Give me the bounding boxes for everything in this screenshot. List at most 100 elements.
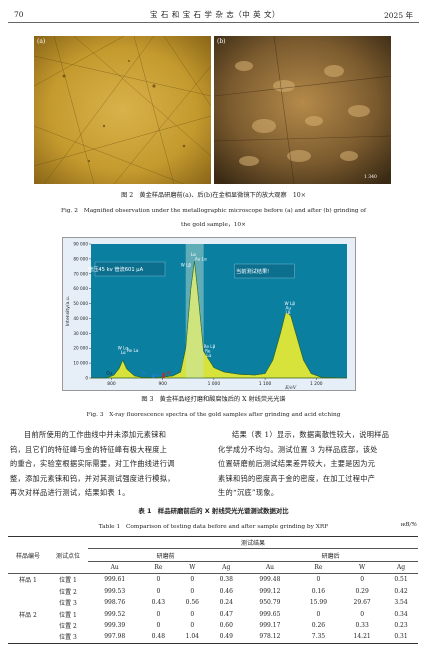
- cell-value: 1.04: [185, 633, 199, 641]
- cell-sample: [8, 631, 48, 643]
- scale-bar-label: 1 340: [364, 175, 377, 180]
- cell-point: 位置 1: [59, 577, 77, 585]
- y-tick-label: 10 000: [73, 361, 88, 366]
- y-tick-label: 40 000: [73, 316, 88, 321]
- header-year: 2025 年: [384, 11, 413, 20]
- cell-value: 0.60: [219, 621, 233, 629]
- peak-label: W Lα: [118, 346, 129, 351]
- header-element: Re: [296, 560, 341, 574]
- cell-value: 0.29: [355, 587, 369, 595]
- cell-value: 950.79: [259, 599, 281, 607]
- x-tick-label: 1 200: [310, 381, 323, 387]
- element-label: Pt: [167, 370, 172, 375]
- x-tick-label: 1 100: [259, 381, 272, 387]
- cell-value: 0.51: [394, 576, 408, 584]
- cell-value: 0: [190, 587, 195, 595]
- figure2-caption-cn: 图 2 黄金样品研磨前(a)、后(b)在金相显微镜下的放大观察 10×: [121, 192, 306, 199]
- cell-point: 位置 3: [59, 634, 77, 642]
- y-tick-label: 20 000: [73, 346, 88, 351]
- cell-value: 7.35: [311, 633, 326, 641]
- xrf-chart-panel: 0 10 000 20 000 30 000 40 000 50 000 60 000 70 …: [62, 237, 356, 391]
- xrf-result-text: 当前测试结果!: [236, 269, 270, 275]
- table-row: 样品 2 位置 1 999.52 0 0 0.47 999.65 0 0 0.34: [8, 608, 418, 619]
- table-title-cn: 表 1 样品研磨前后的 X 射线荧光光谱测试数据对比: [138, 507, 289, 515]
- right-paragraph: 结果（表 1）显示，数据离散性较大，说明样品 化学成分不均匀。测试位置 3 为样…: [218, 428, 418, 501]
- y-tick-label: 60 000: [73, 286, 88, 291]
- cell-point: 位置 1: [59, 611, 77, 619]
- cell-sample: [8, 586, 48, 597]
- cell-value: 0.42: [394, 587, 408, 595]
- cell-value: 0: [156, 576, 161, 584]
- table-row: 位置 2 999.53 0 0 0.46 999.12 0.16 0.29 0.42: [8, 586, 418, 597]
- figure3-caption-cn: 图 3 黄金样品经打磨和酸腐蚀后的 X 射线荧光光谱: [141, 396, 286, 403]
- peak-label: Lα: [206, 353, 211, 358]
- header-element: W: [340, 560, 384, 574]
- journal-title: 宝 石 和 宝 石 学 杂 志（中 英 文）: [150, 10, 280, 19]
- cell-value: 0.31: [394, 633, 408, 641]
- y-tick-label: 50 000: [73, 301, 88, 306]
- cell-value: 0: [316, 576, 321, 584]
- cell-value: 14.21: [353, 633, 371, 641]
- cell-value: 997.98: [104, 633, 126, 641]
- table-row: 样品 1 位置 1 999.61 0 0 0.38 999.48 0 0 0.51: [8, 574, 418, 586]
- cell-value: 978.12: [259, 633, 281, 641]
- paragraph-line: 结果（表 1）显示，数据离散性较大，说明样品: [232, 430, 390, 439]
- xrf-settings-text: 管压45 kv 管流601 μA: [88, 267, 144, 273]
- x-tick-label: 1 000: [208, 381, 221, 387]
- cell-value: 0.23: [394, 621, 408, 629]
- peak-label: Au Lα: [195, 256, 207, 261]
- header-before: 研磨前: [88, 548, 244, 562]
- label-a: (a): [37, 38, 46, 45]
- header-element: Au: [243, 560, 297, 574]
- cell-point: 位置 2: [59, 622, 77, 630]
- y-tick-label: 0: [85, 376, 88, 381]
- cell-value: 0.24: [219, 599, 233, 607]
- settings-box: [94, 261, 166, 277]
- header-rule: [8, 22, 419, 23]
- header-after: 研磨后: [243, 548, 418, 562]
- y-tick-label: 90 000: [73, 242, 88, 247]
- table-row: 位置 3 997.98 0.48 1.04 0.49 978.12 7.35 14.21 0…: [8, 631, 418, 644]
- x-axis-label: E/eV: [284, 385, 297, 390]
- cell-value: 15.99: [309, 599, 328, 607]
- cell-value: 0: [316, 610, 321, 618]
- cell-value: 0: [190, 576, 195, 584]
- cell-value: 3.54: [394, 599, 408, 607]
- cell-value: 0: [156, 621, 161, 629]
- figure3-caption-en: Fig. 3 X-ray fluorescence spectra of the…: [86, 412, 341, 418]
- cell-value: 998.76: [104, 599, 126, 607]
- peak-label: Lα: [191, 252, 196, 257]
- cell-value: 0.16: [311, 587, 326, 595]
- cell-value: 0: [190, 610, 195, 618]
- header-element: Ag: [209, 560, 244, 574]
- cell-value: 999.17: [259, 621, 281, 629]
- cell-value: 0: [360, 610, 365, 618]
- cell-point: 位置 3: [59, 600, 77, 608]
- y-tick-label: 30 000: [73, 331, 88, 336]
- xrf-chart: 0 10 000 20 000 30 000 40 000 50 000 60 000 70 …: [65, 242, 348, 390]
- cell-value: 0: [190, 621, 195, 629]
- cell-sample: [8, 597, 48, 608]
- element-label: Cu: [106, 370, 112, 375]
- peak-label: Re Lβ: [204, 344, 216, 349]
- cell-value: 0.56: [185, 599, 199, 607]
- cell-value: 0.47: [219, 610, 233, 618]
- figure2-caption-en-1: Fig. 2 Magnified observation under the m…: [61, 208, 366, 214]
- header-point: 测试点位: [55, 552, 80, 560]
- y-tick-label: 70 000: [73, 271, 88, 276]
- table-unit: wB/%: [400, 522, 417, 528]
- cell-value: 999.48: [259, 576, 281, 584]
- y-tick-label: 80 000: [73, 256, 88, 261]
- cell-point: 位置 2: [59, 588, 77, 596]
- cell-value: 29.67: [353, 599, 371, 607]
- left-paragraph: 目前所使用的工作曲线中并未添加元素铼和 钨，且它们的特征峰与金的特征峰有极大程度…: [10, 428, 208, 501]
- cell-sample: 样品 2: [19, 611, 37, 619]
- paragraph-line: 钨，且它们的特征峰与金的特征峰有极大程度上: [10, 444, 168, 454]
- cell-value: 0: [360, 576, 365, 584]
- table-title-en: Table 1 Comparison of testing data befor…: [98, 524, 329, 530]
- peak-label: W Lβ: [181, 262, 192, 267]
- paragraph-line: 生的“沉底”现象。: [218, 488, 279, 497]
- cell-value: 0.34: [394, 610, 408, 618]
- spectrum-line: [91, 261, 348, 379]
- table-row: 位置 3 998.76 0.43 0.56 0.24 950.79 15.99 29.67…: [8, 597, 418, 608]
